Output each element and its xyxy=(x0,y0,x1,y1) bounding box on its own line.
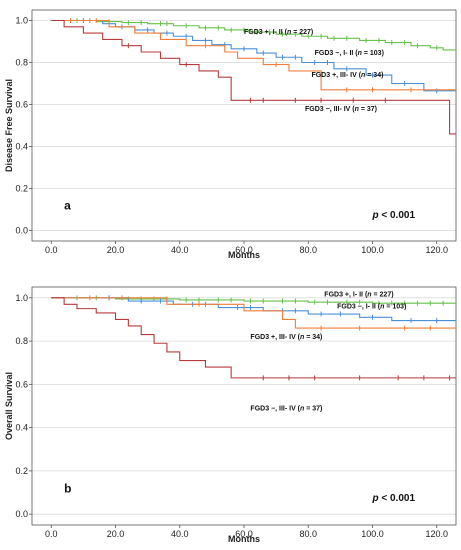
series-label-2: FGD3 +, III- IV (n = 34) xyxy=(311,72,383,79)
series-line-2 xyxy=(51,297,456,329)
x-tick-label: 100.0 xyxy=(361,245,384,255)
chart-panel-b: 0.0 0.2 0.4 0.6 0.8 1.0 0.0 20.0 40.0 60.0 80.0 100… xyxy=(4,286,457,544)
x-tick-label: 120.0 xyxy=(425,245,448,255)
panel-letter: a xyxy=(64,199,71,213)
x-tick-label: 120.0 xyxy=(425,529,448,539)
plot-frame xyxy=(31,9,457,242)
panel-letter: b xyxy=(64,482,71,496)
series-line-0 xyxy=(51,297,456,304)
series-label-2: FGD3 +, III- IV (n = 34) xyxy=(250,334,322,341)
x-axis-label: Months xyxy=(228,534,260,544)
series-line-2 xyxy=(51,19,456,91)
series-line-0 xyxy=(51,19,456,51)
y-tick-label: 1.0 xyxy=(15,16,28,26)
series-label-0: FGD3 +, I- II (n = 227) xyxy=(324,292,393,299)
series-label-3: FGD3 −, III- IV (n = 37) xyxy=(250,405,322,412)
y-tick-label: 0.0 xyxy=(15,509,28,519)
p-value-label: p < 0.001 xyxy=(371,493,415,504)
x-tick-label: 100.0 xyxy=(361,529,384,539)
y-tick-label: 1.0 xyxy=(15,293,28,303)
y-tick-label: 0.0 xyxy=(15,226,28,236)
series-line-1 xyxy=(51,297,456,322)
x-tick-label: 40.0 xyxy=(171,529,189,539)
x-axis-label: Months xyxy=(228,250,260,260)
y-tick-label: 0.2 xyxy=(15,466,28,476)
y-tick-label: 0.4 xyxy=(15,423,28,433)
series-label-0: FGD3 +, I- II (n = 227) xyxy=(244,29,313,36)
x-tick-label: 80.0 xyxy=(299,529,317,539)
y-tick-label: 0.4 xyxy=(15,142,28,152)
x-tick-label: 20.0 xyxy=(107,245,125,255)
series-label-3: FGD3 −, III- IV (n = 37) xyxy=(305,106,377,113)
p-value-label: p < 0.001 xyxy=(371,210,415,221)
y-tick-label: 0.6 xyxy=(15,379,28,389)
series-label-1: FGD3 −, I- II (n = 103) xyxy=(337,304,406,311)
plot-frame xyxy=(31,286,457,526)
x-tick-label: 60.0 xyxy=(235,529,253,539)
x-tick-label: 20.0 xyxy=(107,529,125,539)
y-tick-label: 0.2 xyxy=(15,184,28,194)
series-label-1: FGD3 −, I- II (n = 103) xyxy=(315,50,384,57)
x-tick-label: 0.0 xyxy=(45,529,58,539)
x-tick-label: 60.0 xyxy=(235,245,253,255)
chart-panel-a: 0.0 0.2 0.4 0.6 0.8 1.0 0.0 20.0 40.0 60.0 80.0 100… xyxy=(4,9,457,260)
series-line-3 xyxy=(51,297,456,379)
y-tick-label: 0.8 xyxy=(15,336,28,346)
series-line-3 xyxy=(51,19,456,135)
x-tick-label: 80.0 xyxy=(299,245,317,255)
x-tick-label: 0.0 xyxy=(45,245,58,255)
y-axis-label: Overall Survival xyxy=(4,372,14,440)
x-tick-label: 40.0 xyxy=(171,245,189,255)
y-tick-label: 0.8 xyxy=(15,58,28,68)
y-axis-label: Disease Free Survival xyxy=(4,79,14,172)
y-tick-label: 0.6 xyxy=(15,100,28,110)
